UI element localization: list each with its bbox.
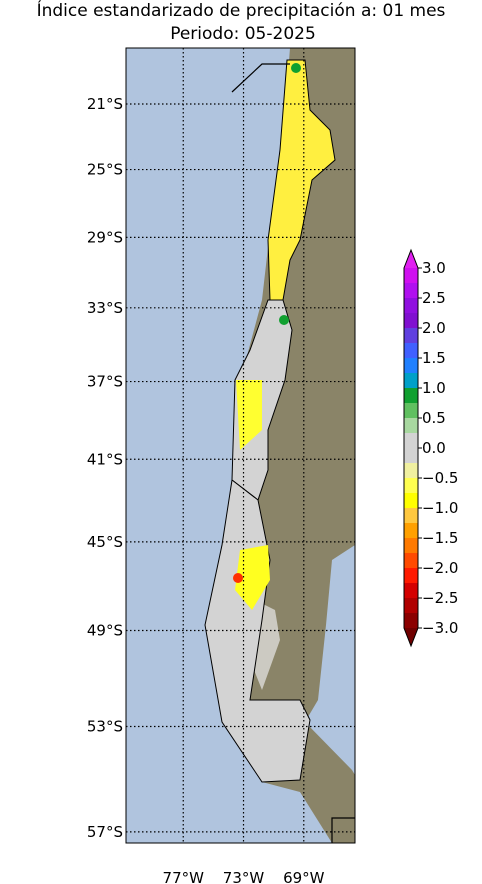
x-tick-label: 77°W [163,869,205,884]
colorbar-tick-label: −3.0 [422,619,458,637]
colorbar-tick-label: −2.0 [422,559,458,577]
colorbar-tick-label: −1.0 [422,499,458,517]
y-tick-label: 33°S [87,299,123,317]
border [231,63,290,93]
colorbar-tick-label: 1.0 [422,379,446,397]
colorbar-tick-label: 2.5 [422,289,446,307]
y-tick-label: 29°S [87,228,123,246]
colorbar-tick-label: 3.0 [422,259,446,277]
y-tick-label: 25°S [87,161,123,179]
chile-south [204,479,311,783]
colorbar-segment [404,388,418,403]
colorbar-segment [404,343,418,358]
colorbar-segment [404,478,418,493]
chart-subtitle: Periodo: 05-2025 [170,24,316,44]
colorbar-segment [404,313,418,328]
y-tick-label: 49°S [87,621,123,639]
colorbar-segment [404,568,418,583]
colorbar-segment [404,328,418,343]
colorbar-segment [404,418,418,433]
colorbar-segment [404,613,418,628]
colorbar-segment [404,553,418,568]
y-tick-label: 21°S [87,95,123,113]
colorbar-segment [404,268,418,283]
chile-yellow-mid [236,380,262,450]
map [125,47,356,844]
colorbar-tick-label: −1.5 [422,529,458,547]
y-tick-label: 45°S [87,533,123,551]
wet-spot [291,63,301,73]
colorbar-under [404,628,418,646]
colorbar-segment [404,583,418,598]
colorbar-segment [404,523,418,538]
chart-title: Índice estandarizado de precipitación a:… [37,0,446,21]
colorbar-segment [404,598,418,613]
hotspot [233,573,243,583]
colorbar-segment [404,538,418,553]
border [331,817,355,843]
colorbar-segment [404,508,418,523]
colorbar-tick-label: −0.5 [422,469,458,487]
y-tick-label: 53°S [87,717,123,735]
map-frame [125,47,356,844]
colorbar-segment [404,463,418,478]
x-tick-label: 69°W [283,869,325,884]
chile-north [267,59,336,301]
colorbar-segment [404,373,418,388]
colorbar-tick-label: 1.5 [422,349,446,367]
colorbar-segment [404,283,418,298]
colorbar-tick-label: 0.0 [422,439,446,457]
colorbar-segment [404,433,418,463]
colorbar-segment [404,298,418,313]
colorbar-segment [404,358,418,373]
colorbar-segment [404,403,418,418]
y-tick-label: 37°S [87,373,123,391]
x-tick-label: 73°W [223,869,265,884]
colorbar-tick-label: −2.5 [422,589,458,607]
y-tick-label: 57°S [87,823,123,841]
colorbar-tick-label: 2.0 [422,319,446,337]
wet-spot [279,315,289,325]
colorbar-segment [404,493,418,508]
y-tick-label: 41°S [87,450,123,468]
colorbar-tick-label: 0.5 [422,409,446,427]
colorbar-over [404,250,418,268]
